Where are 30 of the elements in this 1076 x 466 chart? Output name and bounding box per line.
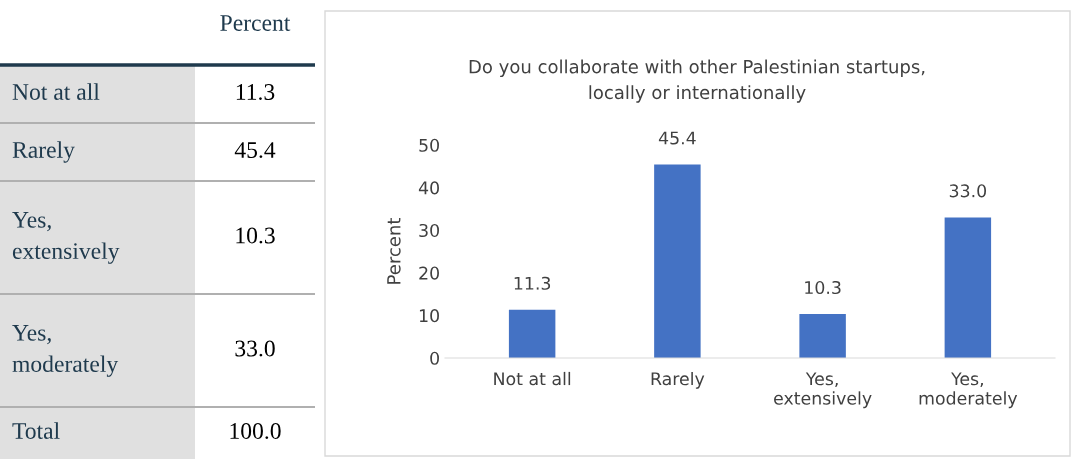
data-label: 11.3 [514,276,551,290]
bar [799,314,846,358]
y-tick-label: 20 [419,266,439,280]
bar [944,217,992,358]
category-label: Not at all [12,83,100,100]
text: Percent [220,15,291,31]
data-label: 33.0 [949,184,987,198]
y-tick-label: 30 [419,223,439,238]
x-tick-label: Yes, extensively [774,372,872,409]
x-tick-label: Not at all [494,371,571,386]
text: 100.0 [230,422,281,440]
y-tick-label: 10 [419,309,439,323]
y-tick-label: 40 [418,181,439,195]
bar [508,309,556,358]
category-label: Yes, extensively [12,212,120,264]
text: 11.3 [236,84,275,101]
x-tick-label: Rarely [651,371,705,389]
text: 45.4 [234,142,276,159]
data-label: 45.4 [658,131,696,145]
chart-title: Do you collaborate with other Palestinian startups, locally or internationally [469,59,925,103]
x-tick-label: Yes, moderately [919,372,1018,409]
bar [654,164,701,358]
category-label: Rarely [12,141,75,163]
data-label: 10.3 [805,280,841,295]
text: 33.0 [235,340,275,357]
y-tick-label: 0 [430,351,439,365]
y-axis-title: Percent [387,217,401,284]
text: 10.3 [236,227,275,244]
category-label: Total [12,422,60,439]
y-tick-label: 50 [419,138,439,152]
